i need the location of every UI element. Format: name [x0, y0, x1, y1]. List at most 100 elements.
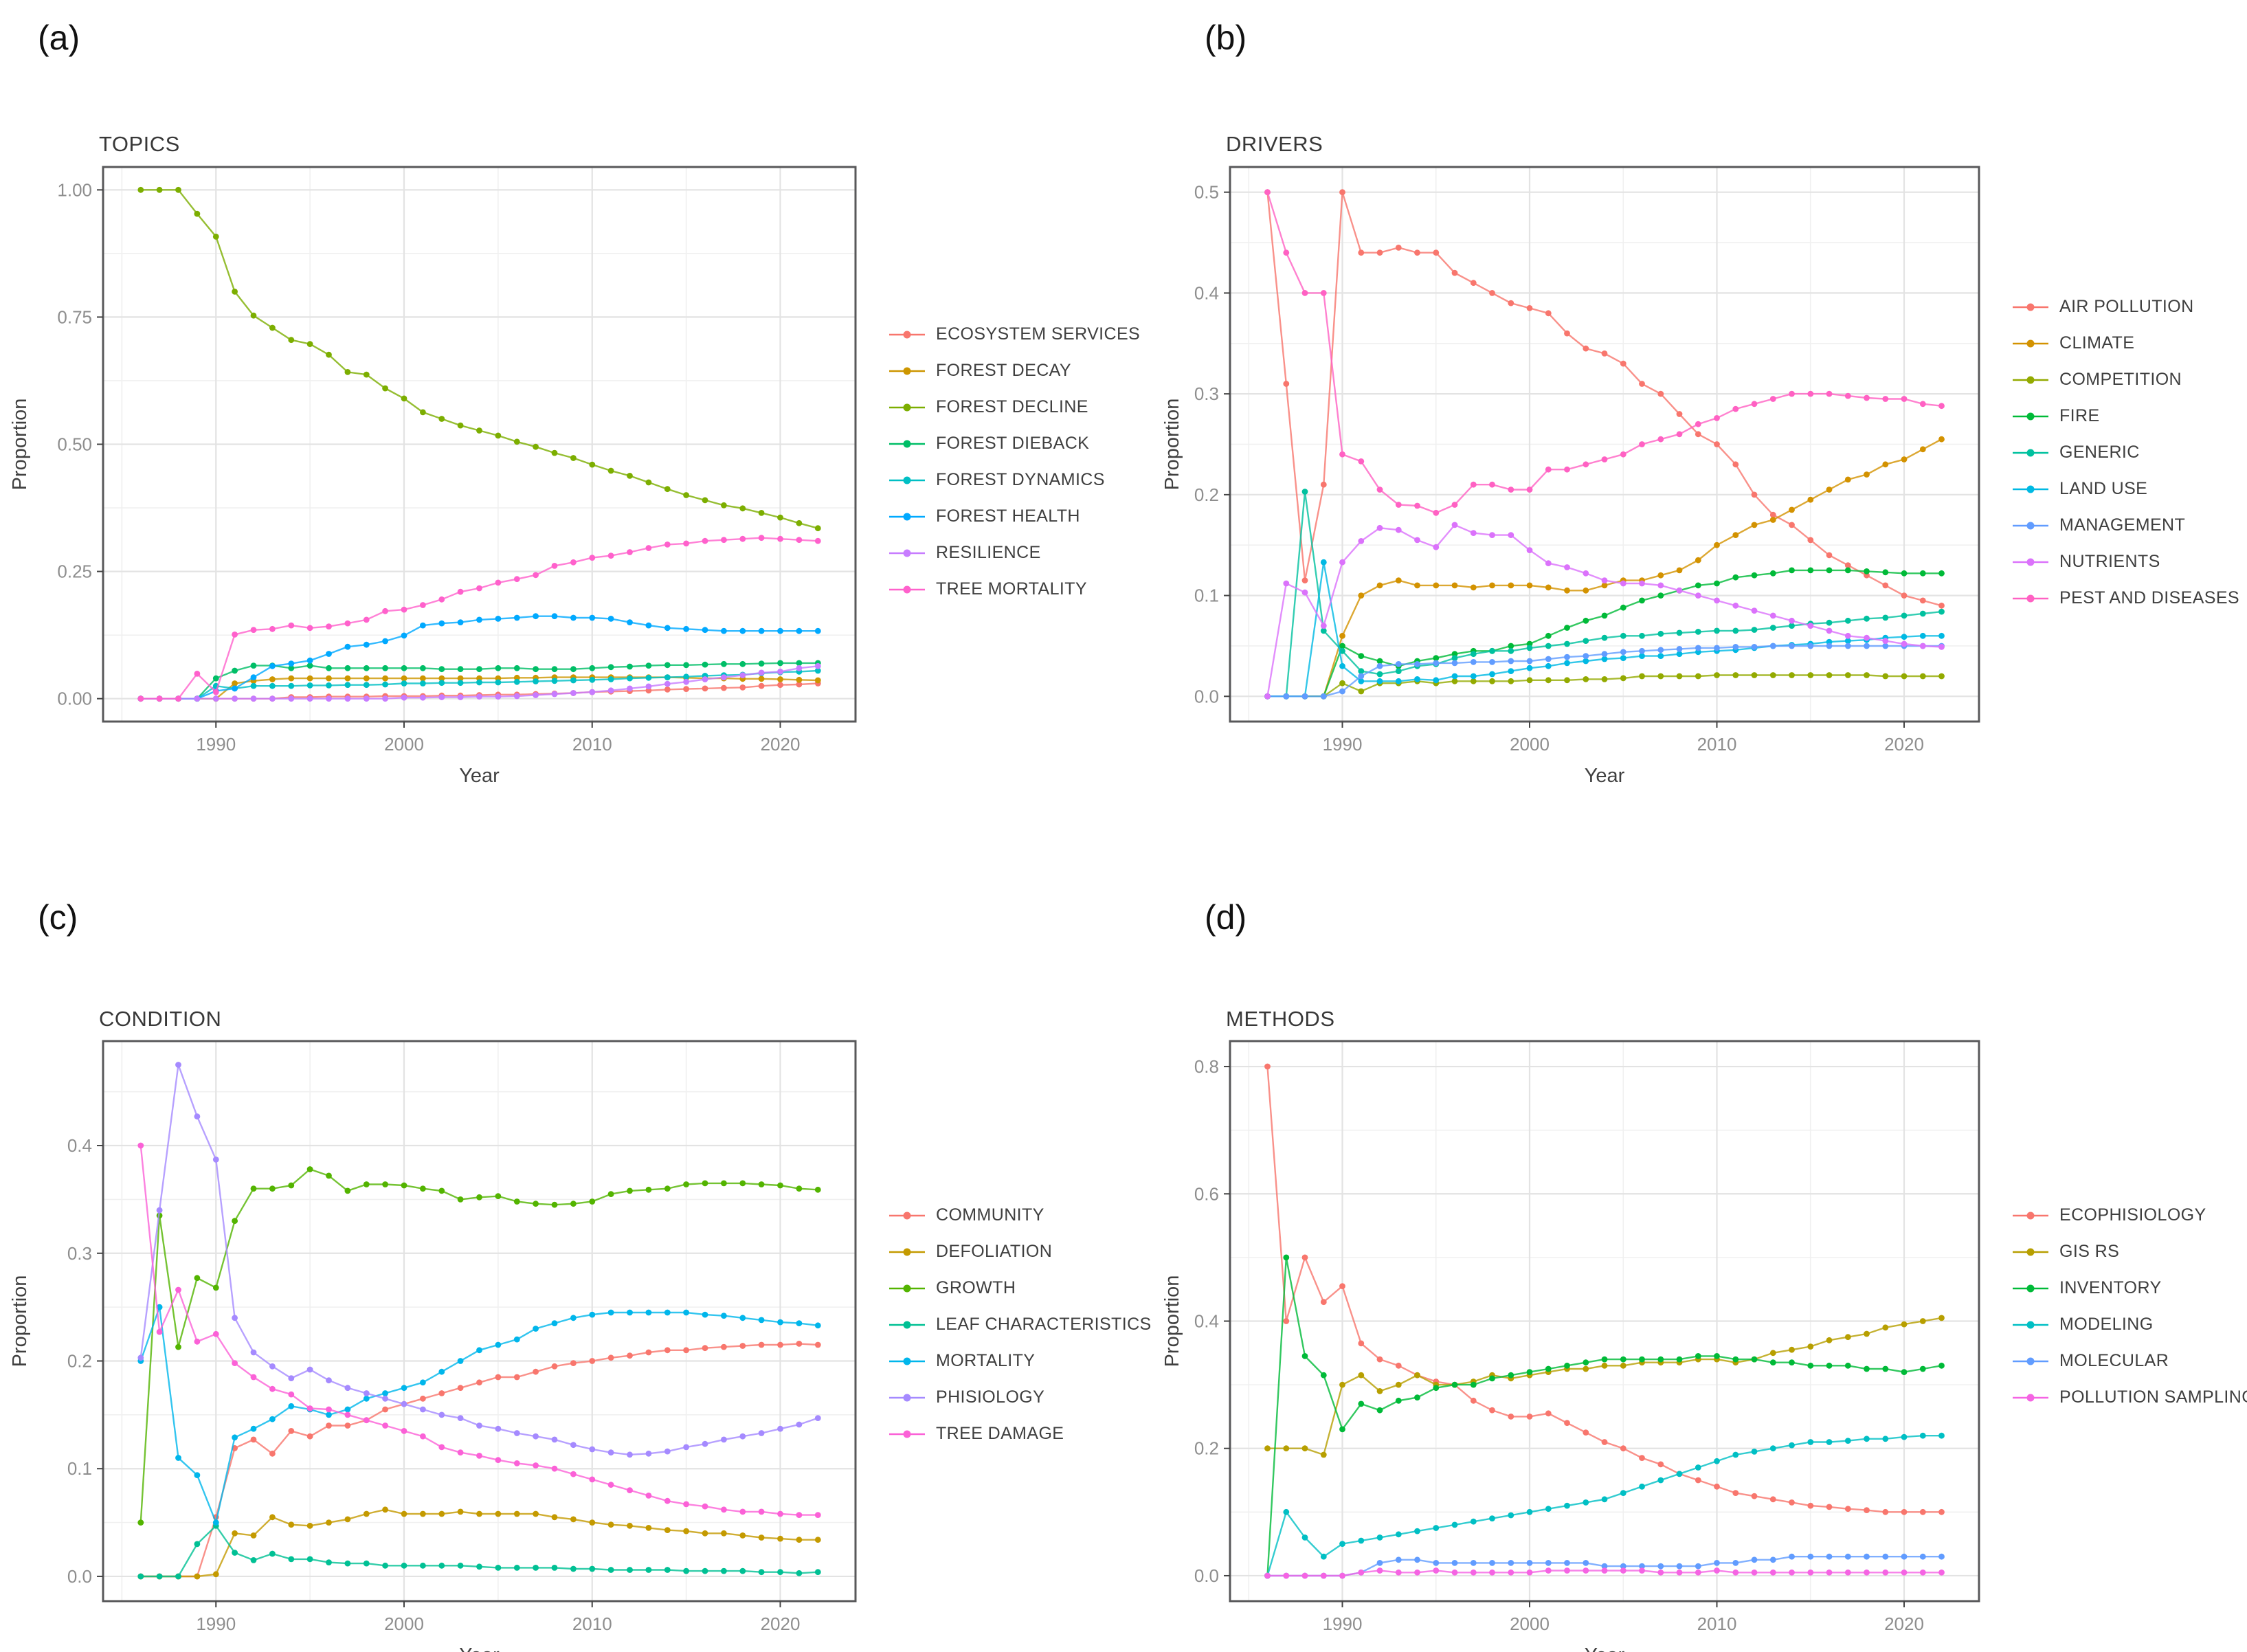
- legend-key-icon: [889, 331, 925, 338]
- methods-chart: 1990 2000 2010 2020 0.0 0.2 0.4 0.6 0.8 Year Propo…: [1161, 1007, 1980, 1652]
- legend-label: RESILIENCE: [936, 543, 1041, 562]
- legend-item-pest-and-diseases: PEST AND DISEASES: [2011, 580, 2239, 616]
- legend-label: POLLUTION SAMPLING: [2059, 1387, 2247, 1407]
- legend-label: DEFOLIATION: [936, 1242, 1053, 1261]
- legend-item-fire: FIRE: [2011, 398, 2239, 434]
- legend-item-forest-dynamics: FOREST DYNAMICS: [888, 462, 1140, 498]
- legend-key-icon: [2013, 558, 2048, 566]
- y-tick-labels: 0.0 0.1 0.2 0.3 0.4 0.5: [1194, 182, 1219, 707]
- legend-item-ecosystem-services: ECOSYSTEM SERVICES: [888, 316, 1140, 353]
- topics-chart-canvas: 1990 2000 2010 2020 0.00 0.25 0.50 0.75 1.00 Year…: [0, 0, 1196, 886]
- legend-key-icon: [2013, 522, 2048, 529]
- legend-label: MODELING: [2059, 1315, 2154, 1334]
- y-tick-labels: 0.0 0.2 0.4 0.6 0.8: [1194, 1056, 1219, 1586]
- chart-title: DRIVERS: [1226, 132, 1323, 156]
- series-air-pollution: [1264, 189, 1945, 609]
- svg-text:1990: 1990: [196, 1614, 236, 1634]
- legend-key-icon: [2013, 485, 2048, 493]
- svg-text:0.4: 0.4: [67, 1135, 92, 1156]
- legend-key-icon: [889, 1248, 925, 1255]
- series-modeling: [1264, 1432, 1945, 1579]
- svg-text:0.6: 0.6: [1194, 1183, 1219, 1204]
- legend-label: COMPETITION: [2059, 370, 2182, 389]
- panel-methods: (d) 1990 2000 2010 2020 0.0 0.2 0.4 0.6 0.8 Year P…: [1161, 886, 2247, 1652]
- legend-item-molecular: MOLECULAR: [2011, 1343, 2247, 1379]
- legend-key-icon: [889, 403, 925, 411]
- legend-item-tree-mortality: TREE MORTALITY: [888, 571, 1140, 607]
- legend-label: MOLECULAR: [2059, 1351, 2169, 1370]
- svg-text:0.50: 0.50: [57, 434, 92, 455]
- panel-label-c: (c): [38, 898, 78, 937]
- methods-legend: ECOPHISIOLOGY GIS RS INVENTORY MODELING MOLE…: [2011, 1197, 2247, 1416]
- svg-text:2020: 2020: [761, 1614, 801, 1634]
- series-gis-rs: [1264, 1315, 1945, 1458]
- legend-item-forest-health: FOREST HEALTH: [888, 498, 1140, 535]
- series-generic: [1264, 489, 1945, 700]
- y-axis-title: Proportion: [1161, 1275, 1183, 1368]
- panel-label-b: (b): [1205, 19, 1247, 57]
- legend-item-tree-damage: TREE DAMAGE: [888, 1416, 1152, 1452]
- legend-key-icon: [2013, 1248, 2048, 1255]
- legend-item-community: COMMUNITY: [888, 1197, 1152, 1234]
- svg-text:2010: 2010: [572, 1614, 612, 1634]
- svg-text:2010: 2010: [1697, 734, 1737, 755]
- legend-item-nutrients: NUTRIENTS: [2011, 544, 2239, 580]
- series-pest-and-diseases: [1264, 189, 1945, 516]
- svg-text:0.2: 0.2: [1194, 484, 1219, 505]
- legend-label: FOREST DYNAMICS: [936, 470, 1105, 489]
- legend-key-icon: [2013, 1357, 2048, 1365]
- legend-label: LEAF CHARACTERISTICS: [936, 1315, 1152, 1334]
- svg-text:2020: 2020: [1884, 1614, 1924, 1634]
- y-tick-labels: 0.00 0.25 0.50 0.75 1.00: [57, 179, 92, 708]
- legend-key-icon: [889, 1284, 925, 1292]
- legend-label: FOREST HEALTH: [936, 506, 1080, 526]
- legend-key-icon: [2013, 339, 2048, 347]
- legend-label: FOREST DECLINE: [936, 397, 1088, 416]
- svg-text:0.3: 0.3: [67, 1243, 92, 1264]
- condition-chart-canvas: 1990 2000 2010 2020 0.0 0.1 0.2 0.3 0.4 Year Propo…: [0, 886, 1196, 1652]
- chart-title: TOPICS: [99, 132, 180, 156]
- drivers-chart-canvas: 1990 2000 2010 2020 0.0 0.1 0.2 0.3 0.4 0.5 Year Pr…: [1161, 0, 2247, 886]
- svg-text:0.8: 0.8: [1194, 1056, 1219, 1077]
- svg-text:0.75: 0.75: [57, 306, 92, 327]
- series-competition: [1264, 672, 1945, 700]
- svg-text:2000: 2000: [1510, 734, 1550, 755]
- svg-text:0.00: 0.00: [57, 689, 92, 709]
- axis-ticks: [1224, 191, 1905, 728]
- legend-item-leaf-characteristics: LEAF CHARACTERISTICS: [888, 1306, 1152, 1343]
- series-tree-damage: [137, 1142, 821, 1518]
- legend-item-phisiology: PHISIOLOGY: [888, 1379, 1152, 1416]
- svg-text:1990: 1990: [1323, 1614, 1363, 1634]
- legend-key-icon: [2013, 1321, 2048, 1328]
- legend-key-icon: [2013, 594, 2048, 602]
- legend-key-icon: [889, 367, 925, 375]
- legend-item-resilience: RESILIENCE: [888, 535, 1140, 571]
- legend-key-icon: [889, 1321, 925, 1328]
- svg-text:1.00: 1.00: [57, 179, 92, 200]
- plot-border: [102, 1040, 857, 1603]
- legend-key-icon: [889, 549, 925, 557]
- legend-key-icon: [2013, 303, 2048, 311]
- legend-label: GIS RS: [2059, 1242, 2120, 1261]
- y-axis-title: Proportion: [1161, 399, 1183, 491]
- series-fire: [1264, 567, 1945, 700]
- svg-text:0.0: 0.0: [1194, 1565, 1219, 1586]
- legend-item-mortality: MORTALITY: [888, 1343, 1152, 1379]
- svg-text:1990: 1990: [1323, 734, 1363, 755]
- svg-text:0.2: 0.2: [1194, 1438, 1219, 1459]
- svg-text:2010: 2010: [572, 734, 612, 755]
- series-pollution-sampling: [1264, 1567, 1945, 1579]
- legend-label: NUTRIENTS: [2059, 552, 2160, 571]
- svg-text:0.0: 0.0: [1194, 686, 1219, 706]
- condition-legend: COMMUNITY DEFOLIATION GROWTH LEAF CHARACTER…: [888, 1197, 1152, 1452]
- x-tick-labels: 1990 2000 2010 2020: [1323, 1614, 1924, 1634]
- legend-key-icon: [2013, 449, 2048, 456]
- plot-border: [1229, 166, 1980, 723]
- methods-chart-canvas: 1990 2000 2010 2020 0.0 0.2 0.4 0.6 0.8 Year Propo…: [1161, 886, 2247, 1652]
- legend-label: TREE DAMAGE: [936, 1424, 1064, 1443]
- svg-text:0.4: 0.4: [1194, 282, 1219, 303]
- condition-chart: 1990 2000 2010 2020 0.0 0.1 0.2 0.3 0.4 Year Propo…: [9, 1007, 857, 1652]
- series-community: [137, 1341, 821, 1580]
- legend-label: COMMUNITY: [936, 1205, 1044, 1225]
- legend-item-management: MANAGEMENT: [2011, 507, 2239, 544]
